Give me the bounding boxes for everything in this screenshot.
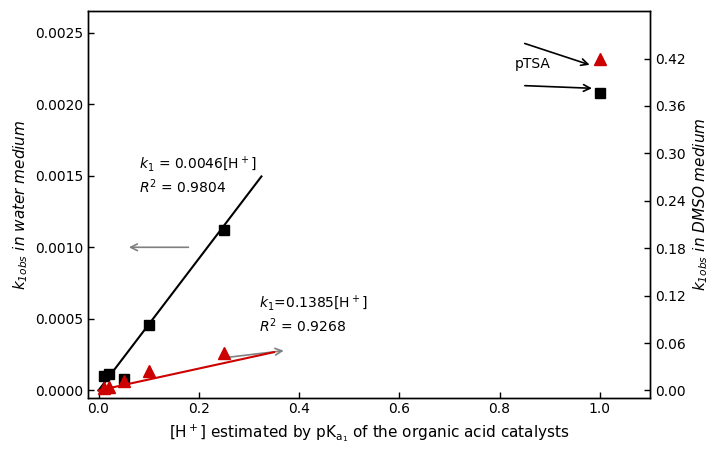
X-axis label: [H$^+$] estimated by pK$_{\mathregular{a_1}}$ of the organic acid catalysts: [H$^+$] estimated by pK$_{\mathregular{a… — [169, 422, 570, 444]
Y-axis label: $k_{\mathregular{1obs}}$ in water medium: $k_{\mathregular{1obs}}$ in water medium — [11, 119, 30, 289]
Text: $k_1$=0.1385[H$^+$]: $k_1$=0.1385[H$^+$] — [259, 293, 368, 313]
Text: $R^2$ = 0.9268: $R^2$ = 0.9268 — [259, 316, 346, 335]
Text: pTSA: pTSA — [515, 57, 550, 71]
Text: $k_1$ = 0.0046[H$^+$]: $k_1$ = 0.0046[H$^+$] — [138, 155, 257, 174]
Y-axis label: $k_{\mathregular{1obs}}$ in DMSO medium: $k_{\mathregular{1obs}}$ in DMSO medium — [691, 117, 710, 291]
Text: $R^2$ = 0.9804: $R^2$ = 0.9804 — [138, 177, 226, 196]
